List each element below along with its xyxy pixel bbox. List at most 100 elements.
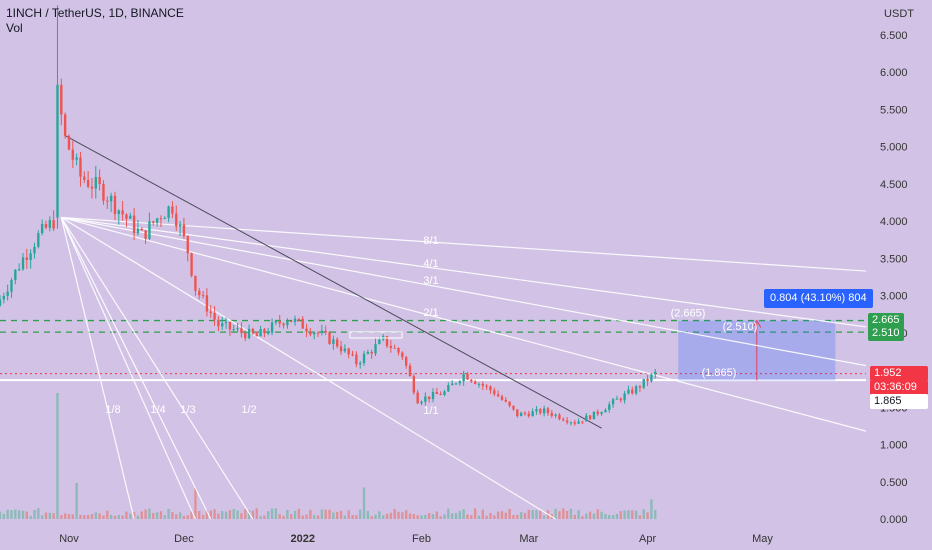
candle-body (619, 398, 622, 401)
candle-body (152, 221, 155, 223)
candle-body (562, 419, 565, 421)
volume-bar (454, 513, 458, 519)
candle-body (489, 386, 492, 391)
candle-body (500, 396, 504, 400)
candle-body (286, 320, 289, 326)
candle-body (247, 328, 251, 339)
candle-body (439, 394, 442, 396)
candle-body (546, 408, 550, 413)
candle-body (592, 411, 596, 420)
candle-body (0, 299, 2, 306)
candle-body (523, 412, 527, 414)
fan-label: 2/1 (423, 307, 438, 319)
volume-bar (282, 515, 285, 519)
volume-bar (209, 510, 212, 519)
volume-bar (178, 512, 182, 519)
volume-bar (290, 514, 293, 519)
volume-bar (83, 515, 86, 519)
volume-bar (228, 510, 232, 519)
volume-bar (309, 509, 312, 519)
candle-body (654, 371, 657, 375)
candle-body (201, 295, 205, 297)
volume-bar (420, 515, 423, 519)
volume-bar (186, 515, 189, 519)
volume-bar (33, 509, 36, 519)
volume-bar (313, 515, 316, 519)
volume-bar (221, 510, 224, 519)
symbol-title[interactable]: 1INCH / TetherUS, 1D, BINANCE (6, 6, 184, 20)
time-tick-label: Mar (519, 533, 538, 545)
volume-bar (48, 512, 52, 519)
volume-bar (401, 512, 404, 519)
candle-body (313, 332, 316, 335)
countdown-badge: 03:36:09 (870, 379, 928, 395)
price-badge-1865: 1.865 (870, 394, 928, 410)
volume-bar (347, 510, 350, 519)
volume-bar (224, 511, 228, 519)
volume-bar (611, 515, 615, 519)
volume-bar (339, 510, 343, 519)
volume-bar (654, 509, 657, 519)
volume-indicator-label[interactable]: Vol (6, 21, 23, 35)
price-tick-label: 0.500 (880, 477, 908, 489)
volume-bar (389, 512, 393, 519)
candle-body (519, 412, 523, 417)
volume-bar (569, 508, 573, 519)
volume-bar (324, 509, 327, 519)
candle-body (178, 224, 182, 227)
volume-bar (558, 511, 561, 519)
volume-bar (86, 514, 90, 519)
volume-bar (267, 511, 270, 519)
time-tick-label: Nov (59, 533, 79, 545)
candle-body (370, 351, 373, 354)
candle-body (132, 215, 136, 234)
volume-bar (608, 515, 611, 519)
volume-bar (427, 513, 431, 519)
volume-bar (397, 511, 400, 519)
candle-body (477, 383, 481, 385)
volume-bar (604, 513, 607, 519)
fan-label: 3/1 (423, 275, 438, 287)
candle-body (443, 391, 446, 395)
candle-body (627, 389, 630, 394)
volume-bar (297, 508, 301, 519)
candle-body (40, 223, 44, 234)
candle-body (129, 215, 132, 219)
volume-bar (481, 509, 485, 519)
volume-bar (175, 514, 178, 519)
level-label: (2.665) (671, 308, 706, 320)
volume-bar (378, 511, 381, 519)
volume-bar (462, 509, 465, 519)
measure-label: 0.804 (43.10%) 804 (764, 289, 873, 308)
candle-body (527, 413, 530, 417)
fan-line (61, 216, 867, 328)
candle-body (14, 269, 17, 281)
candle-body (642, 378, 645, 388)
volume-bar (286, 509, 289, 519)
candle-body (102, 183, 105, 201)
candle-body (60, 84, 63, 115)
candle-body (224, 322, 228, 324)
price-badge-2665: 2.665 (868, 312, 904, 328)
candle-body (282, 323, 285, 326)
candle-body (542, 408, 546, 414)
volume-bar (263, 515, 266, 519)
volume-bar (106, 510, 109, 519)
candle-body (638, 386, 642, 388)
volume-bar (336, 511, 339, 519)
fan-line (61, 216, 867, 272)
candle-body (159, 218, 163, 220)
price-tick-label: 5.000 (880, 142, 908, 154)
candle-body (109, 195, 113, 202)
fan-label: 1/3 (180, 404, 195, 416)
candle-body (412, 376, 416, 393)
candle-body (324, 330, 327, 333)
volume-bar (259, 516, 262, 519)
candle-body (416, 392, 419, 404)
candle-body (496, 394, 500, 397)
volume-bar (117, 514, 120, 519)
volume-bar (213, 509, 216, 519)
volume-bar (485, 515, 488, 519)
